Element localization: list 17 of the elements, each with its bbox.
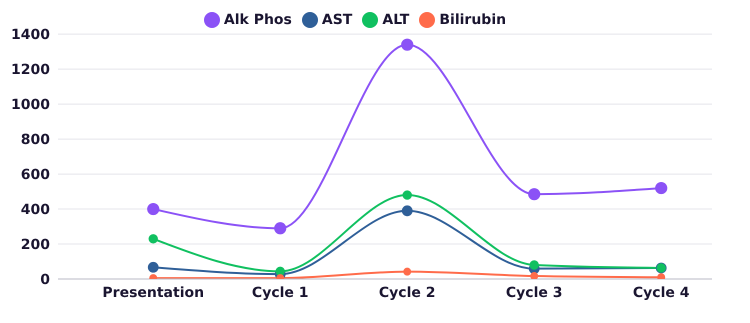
y-tick-label: 1200	[11, 62, 50, 78]
y-tick-label: 400	[20, 202, 50, 218]
y-tick-label: 0	[40, 272, 50, 288]
y-tick-label: 1000	[11, 97, 50, 114]
x-tick-label: Cycle 4	[632, 284, 690, 301]
x-tick-label: Cycle 1	[252, 284, 309, 301]
legend-label: AST	[322, 12, 352, 28]
legend-label: Alk Phos	[224, 12, 292, 28]
y-tick-label: 800	[20, 132, 50, 148]
legend-label: Bilirubin	[439, 12, 506, 28]
y-tick-label: 600	[20, 167, 50, 184]
x-tick-label: Presentation	[102, 284, 204, 301]
legend-label: ALT	[382, 12, 410, 28]
y-tick-label: 200	[20, 236, 50, 253]
y-tick-label: 1400	[11, 27, 50, 44]
x-tick-label: Cycle 2	[378, 284, 436, 301]
x-tick-label: Cycle 3	[506, 284, 563, 301]
